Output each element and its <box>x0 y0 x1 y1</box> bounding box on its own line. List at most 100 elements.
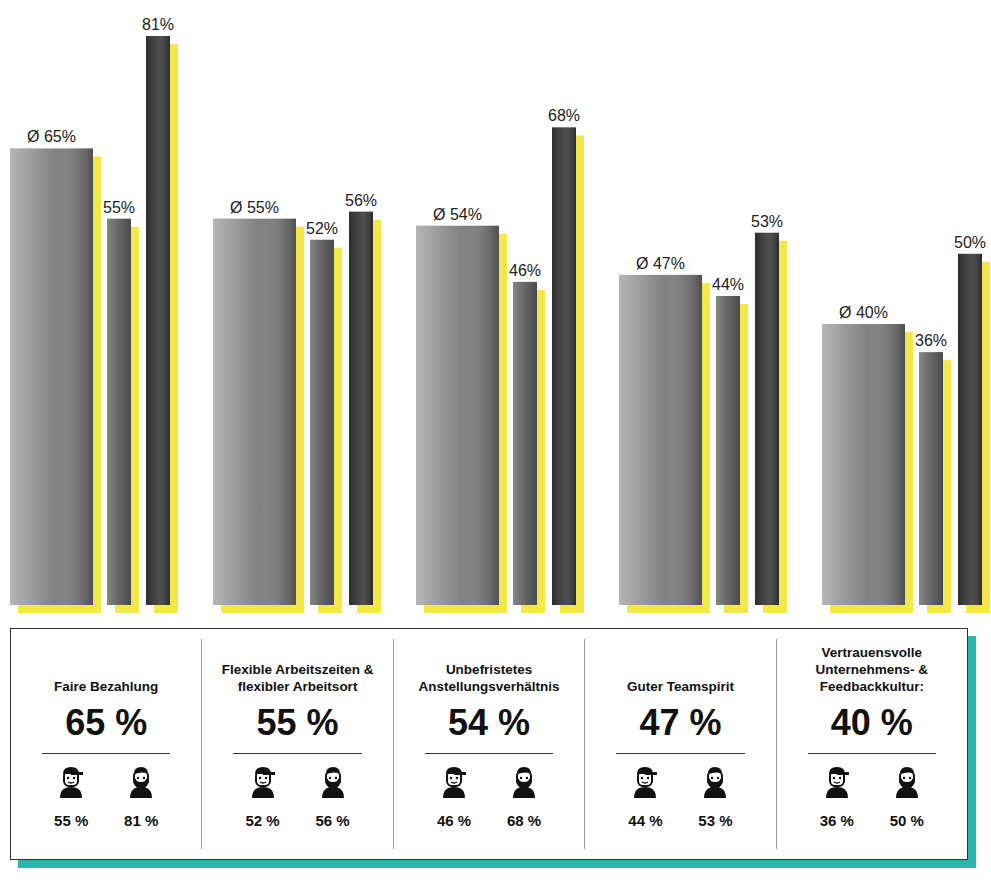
icon-body <box>443 787 465 798</box>
bar-shade <box>919 352 943 605</box>
icon-hair <box>900 767 914 774</box>
category-panel: Faire Bezahlung65 %55 %81 %Flexible Arbe… <box>10 628 968 860</box>
page: {"chart_data": {"type": "bar", "categori… <box>0 0 991 882</box>
icon-hair <box>517 767 531 774</box>
group-values: 55 %81 % <box>45 766 167 830</box>
icon-person-beard <box>701 766 729 798</box>
group-value: 53 % <box>689 766 741 830</box>
bar <box>958 254 982 605</box>
category-column: Unbefristetes Anstellungsverhältnis54 %4… <box>393 639 584 849</box>
data-labels: Ø 65%55%81%Ø 55%52%56%Ø 54%46%68%Ø 47%44… <box>27 16 986 349</box>
bars <box>10 36 990 613</box>
bar <box>552 127 576 605</box>
icon-eye <box>839 777 841 779</box>
category-title: Flexible Arbeitszeiten & flexibler Arbei… <box>210 655 386 695</box>
category-column: Guter Teamspirit 47 % 44 %53 % <box>584 639 775 849</box>
icon-person-beard <box>127 766 155 798</box>
bar-shade <box>10 148 93 605</box>
data-label: 81% <box>142 16 174 33</box>
bar-shade <box>958 254 982 605</box>
category-column: Faire Bezahlung 65 % 55 %81 % <box>11 639 201 849</box>
icon-mouth <box>260 782 266 783</box>
bar <box>822 324 905 605</box>
icon-eye <box>909 777 911 779</box>
group-value: 50 % <box>881 766 933 830</box>
bar-shade <box>552 127 576 605</box>
category-title: Guter Teamspirit <box>627 655 734 695</box>
icon-person-cap <box>440 766 468 798</box>
average-value: 54 % <box>448 701 530 745</box>
icon-eye <box>711 777 713 779</box>
data-label: Ø 47% <box>636 255 685 272</box>
bar <box>310 240 334 605</box>
data-label: 52% <box>306 220 338 237</box>
chart: Ø 65%55%81%Ø 55%52%56%Ø 54%46%68%Ø 47%44… <box>0 0 991 622</box>
icon-eye <box>520 777 522 779</box>
divider-line <box>425 753 553 754</box>
group-value: 56 % <box>307 766 359 830</box>
group-value: 81 % <box>115 766 167 830</box>
icon-beard <box>134 779 148 789</box>
bar <box>755 233 779 605</box>
icon-beard <box>326 779 340 789</box>
group-value-label: 36 % <box>820 812 854 830</box>
group-value-label: 81 % <box>124 812 158 830</box>
bar <box>416 226 499 605</box>
icon-cap-brim <box>454 772 466 775</box>
group-value-label: 50 % <box>890 812 924 830</box>
icon-eye <box>143 777 145 779</box>
icon-person-cap <box>249 766 277 798</box>
bar-shade <box>822 324 905 605</box>
group-values: 44 %53 % <box>619 766 741 830</box>
icon-body <box>60 787 82 798</box>
category-title: Unbefristetes Anstellungsverhältnis <box>401 655 577 695</box>
category-column: Flexible Arbeitszeiten & flexibler Arbei… <box>201 639 392 849</box>
data-label: Ø 40% <box>839 304 888 321</box>
data-label: 44% <box>712 276 744 293</box>
icon-beard <box>517 779 531 789</box>
category-title: Faire Bezahlung <box>54 655 158 695</box>
group-value-label: 56 % <box>316 812 350 830</box>
average-value: 40 % <box>831 701 913 745</box>
bar <box>146 36 170 605</box>
data-label: 50% <box>954 234 986 251</box>
bar-shade <box>349 212 373 605</box>
bar-shade <box>146 36 170 605</box>
bar <box>107 219 131 605</box>
average-value: 55 % <box>257 701 339 745</box>
category-column: Vertrauensvolle Unternehmens- & Feedback… <box>776 639 967 849</box>
group-value-label: 68 % <box>507 812 541 830</box>
bar-shade <box>513 282 537 605</box>
icon-eye <box>258 777 260 779</box>
data-label: 46% <box>509 262 541 279</box>
bar <box>213 219 296 605</box>
bar <box>10 148 93 605</box>
icon-person-beard <box>893 766 921 798</box>
icon-person-cap <box>631 766 659 798</box>
icon-cap-brim <box>837 772 849 775</box>
average-value: 47 % <box>639 701 721 745</box>
icon-body <box>252 787 274 798</box>
divider-line <box>42 753 170 754</box>
group-values: 36 % 50 % <box>811 766 933 830</box>
bar <box>619 275 702 605</box>
icon-eye <box>833 777 835 779</box>
icon-hair <box>134 767 148 774</box>
bar <box>919 352 943 605</box>
icon-hair <box>326 767 340 774</box>
icon-eye <box>137 777 139 779</box>
icon-person-cap <box>823 766 851 798</box>
icon-eye <box>334 777 336 779</box>
bar-shade <box>619 275 702 605</box>
bar <box>716 296 740 605</box>
group-values: 52 %56 % <box>237 766 359 830</box>
average-value: 65 % <box>65 701 147 745</box>
data-label: Ø 65% <box>27 128 76 145</box>
icon-eye <box>67 777 69 779</box>
bar <box>513 282 537 605</box>
icon-eye <box>450 777 452 779</box>
bar-shade <box>716 296 740 605</box>
icon-person-beard <box>510 766 538 798</box>
data-label: 56% <box>345 192 377 209</box>
icon-eye <box>73 777 75 779</box>
